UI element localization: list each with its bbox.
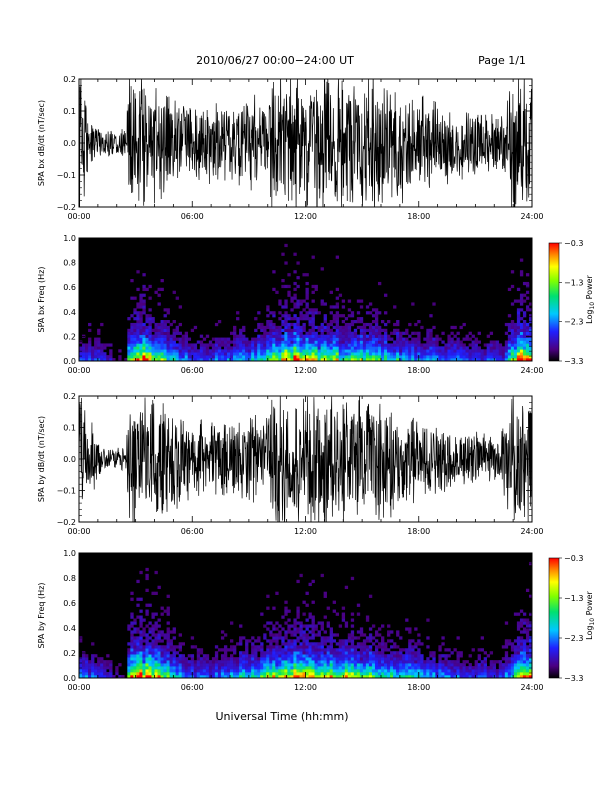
y-tick-label: −0.1 xyxy=(57,171,76,180)
y-axis-label: SPA by dB/dt (nT/sec) xyxy=(37,416,46,502)
colorbar-tick-label: −3.3 xyxy=(564,674,583,683)
y-tick-label: 0.4 xyxy=(63,308,76,317)
x-tick-label: 24:00 xyxy=(520,366,543,375)
x-tick-label: 00:00 xyxy=(67,212,90,221)
y-tick-label: 0.2 xyxy=(63,75,76,84)
x-tick-label: 24:00 xyxy=(520,527,543,536)
page-number: Page 1/1 xyxy=(478,54,526,67)
y-tick-label: 1.0 xyxy=(63,549,76,558)
y-tick-label: 0.2 xyxy=(63,649,76,658)
y-tick-label: 0.8 xyxy=(63,259,76,268)
x-tick-label: 12:00 xyxy=(294,527,317,536)
x-tick-label: 12:00 xyxy=(294,683,317,692)
panel-3: 00:00 06:00 12:00 18:00 24:00 −0.2 −0.1 0.0 0.1 0… xyxy=(37,392,544,536)
colorbar: −0.3 −1.3 −2.3 −3.3 Log10 Power xyxy=(548,239,596,366)
y-tick-label: 1.0 xyxy=(63,234,76,243)
y-tick-label: −0.2 xyxy=(57,518,76,527)
x-axis-title: Universal Time (hh:mm) xyxy=(216,710,349,723)
y-tick-label: 0.0 xyxy=(63,674,76,683)
y-tick-label: 0.8 xyxy=(63,574,76,583)
y-tick-label: 0.4 xyxy=(63,624,76,633)
x-tick-label: 18:00 xyxy=(407,366,430,375)
spectrogram xyxy=(79,238,532,361)
x-tick-label: 24:00 xyxy=(520,683,543,692)
y-tick-label: 0.6 xyxy=(63,283,76,292)
x-tick-label: 12:00 xyxy=(294,366,317,375)
waveform-series xyxy=(79,396,532,522)
y-tick-label: −0.2 xyxy=(57,203,76,212)
spectrogram xyxy=(79,553,532,678)
colorbar-tick-label: −2.3 xyxy=(564,634,583,643)
plot-panels: 00:00 06:00 12:00 18:00 24:00 −0.2 −0.1 0.0 0.1 0… xyxy=(37,75,544,692)
y-tick-label: −0.1 xyxy=(57,487,76,496)
page-title: 2010/06/27 00:00−24:00 UT xyxy=(196,54,354,67)
y-tick-label: 0.1 xyxy=(63,424,76,433)
y-tick-label: 0.0 xyxy=(63,455,76,464)
y-axis-label: SPA bx Freq (Hz) xyxy=(37,267,46,333)
colorbar-tick-label: −3.3 xyxy=(564,357,583,366)
panel-2: 00:00 06:00 12:00 18:00 24:00 0.0 0.2 0.4 0.6 0.8… xyxy=(37,234,544,375)
y-tick-label: 0.1 xyxy=(63,107,76,116)
y-axis-label: SPA by Freq (Hz) xyxy=(37,583,46,649)
y-tick-label: 0.2 xyxy=(63,332,76,341)
colorbar-tick-label: −1.3 xyxy=(564,278,583,287)
colorbar-tick-label: −1.3 xyxy=(564,594,583,603)
x-tick-label: 18:00 xyxy=(407,527,430,536)
colorbar: −0.3 −1.3 −2.3 −3.3 Log10 Power xyxy=(548,554,596,683)
y-tick-label: 0.0 xyxy=(63,357,76,366)
panel-4: 00:00 06:00 12:00 18:00 24:00 0.0 0.2 0.4 0.6 0.8… xyxy=(37,549,544,692)
x-tick-label: 06:00 xyxy=(181,683,204,692)
y-axis-label: SPA bx dB/dt (nT/sec) xyxy=(37,100,46,186)
y-tick-label: 0.2 xyxy=(63,392,76,401)
colorbar-label: Log10 Power xyxy=(585,274,596,323)
panel-1: 00:00 06:00 12:00 18:00 24:00 −0.2 −0.1 0.0 0.1 0… xyxy=(37,75,544,221)
colorbar-label: Log10 Power xyxy=(585,590,596,639)
x-tick-label: 18:00 xyxy=(407,212,430,221)
x-tick-label: 12:00 xyxy=(294,212,317,221)
x-tick-label: 24:00 xyxy=(520,212,543,221)
x-tick-label: 18:00 xyxy=(407,683,430,692)
x-tick-label: 06:00 xyxy=(181,366,204,375)
colorbar-tick-label: −0.3 xyxy=(564,239,583,248)
colorbar-tick-label: −2.3 xyxy=(564,318,583,327)
x-tick-label: 06:00 xyxy=(181,527,204,536)
x-tick-label: 00:00 xyxy=(67,366,90,375)
waveform-series xyxy=(79,79,532,207)
y-tick-label: 0.6 xyxy=(63,599,76,608)
x-tick-label: 06:00 xyxy=(181,212,204,221)
colorbar-tick-label: −0.3 xyxy=(564,554,583,563)
y-tick-label: 0.0 xyxy=(63,139,76,148)
x-tick-label: 00:00 xyxy=(67,527,90,536)
x-tick-label: 00:00 xyxy=(67,683,90,692)
